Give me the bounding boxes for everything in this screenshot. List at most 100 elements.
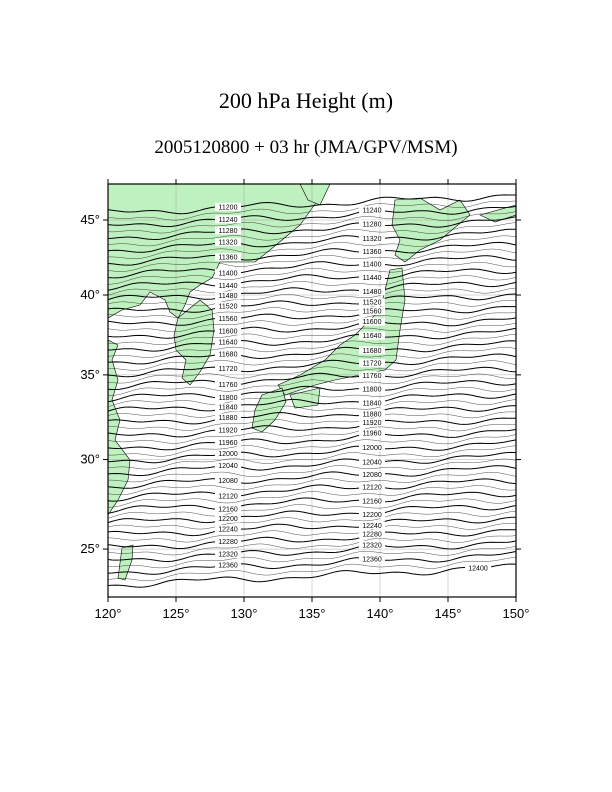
contour-label: 11680 (219, 351, 238, 358)
contour-label: 11680 (363, 348, 382, 355)
contour-label: 11400 (219, 270, 238, 277)
minor-contour (108, 322, 516, 345)
contour-label: 11960 (219, 440, 238, 447)
contour-label: 12200 (218, 516, 238, 523)
contour-label: 12280 (218, 539, 238, 546)
contour-line (108, 268, 516, 291)
contour-line (108, 366, 516, 390)
contour-label-bg (359, 429, 385, 438)
contour-label-bg (359, 359, 385, 368)
minor-contour (108, 557, 516, 581)
contour-label: 11440 (219, 283, 238, 290)
contour-label-bg (215, 403, 241, 412)
contour-label-bg (215, 461, 241, 470)
contour-label: 11280 (219, 228, 238, 235)
contour-label: 11520 (363, 300, 382, 307)
contour-label-bg (359, 259, 385, 268)
contour-line (108, 417, 516, 438)
contour-line (108, 255, 516, 279)
minor-contour (108, 387, 516, 407)
contour-label-bg (359, 470, 385, 479)
contour-label: 12080 (362, 472, 382, 479)
contour-label: 12200 (362, 512, 382, 519)
contour-label: 11400 (363, 261, 382, 268)
contour-label-bg (215, 268, 241, 277)
contour-label-bg (359, 317, 385, 326)
minor-contour (108, 287, 516, 306)
contour-label-bg (215, 238, 241, 247)
contour-label: 11840 (219, 405, 238, 412)
contour-line (108, 340, 516, 365)
lon-label: 140° (367, 606, 394, 621)
contour-label-bg (215, 393, 241, 402)
contour-label: 11320 (219, 240, 238, 247)
contour-line (108, 491, 516, 514)
lat-label: 40° (80, 287, 100, 302)
contour-label: 12000 (362, 445, 382, 452)
contour-label: 12400 (468, 565, 488, 572)
contour-label: 11720 (219, 366, 238, 373)
korea (173, 299, 215, 386)
contour-label: 11560 (219, 316, 238, 323)
contour-line (108, 550, 516, 575)
minor-contour (108, 211, 516, 234)
lat-label: 35° (80, 367, 100, 382)
contour-label: 12080 (218, 478, 238, 485)
contour-label: 11280 (363, 221, 382, 228)
minor-contour (108, 360, 516, 384)
minor-contour (108, 373, 516, 397)
contour-label-bg (215, 226, 241, 235)
contour-line (108, 353, 516, 378)
minor-contour (108, 399, 516, 418)
contour-label-bg (359, 530, 385, 539)
contour-label-bg (359, 273, 385, 282)
minor-contour (108, 411, 516, 431)
minor-contour (108, 523, 516, 543)
lon-label: 145° (435, 606, 462, 621)
lat-label: 30° (80, 452, 100, 467)
contour-label-bg (215, 364, 241, 373)
contour-line (108, 305, 516, 326)
contour-label: 11720 (363, 361, 382, 368)
contour-line (108, 205, 516, 228)
contour-label-bg (359, 418, 385, 427)
minor-contour (108, 423, 516, 444)
minor-contour (108, 300, 516, 319)
lat-label: 25° (80, 541, 100, 556)
contour-label-bg (465, 563, 491, 572)
contour-label-bg (215, 492, 241, 501)
contour-line (108, 241, 516, 266)
contour-label: 12040 (218, 463, 238, 470)
contour-label-bg (215, 349, 241, 358)
contour-label: 11560 (363, 309, 382, 316)
contour-label: 11920 (219, 428, 238, 435)
contour-label-bg (359, 247, 385, 256)
minor-contour (108, 458, 516, 483)
contour-label: 12240 (218, 527, 238, 534)
contour-label: 11880 (363, 411, 382, 418)
contour-label-bg (215, 291, 241, 300)
contour-label: 11600 (219, 328, 238, 335)
contour-label-bg (215, 537, 241, 546)
contour-label: 11760 (363, 373, 382, 380)
contour-label-bg (359, 219, 385, 228)
contour-label-bg (359, 496, 385, 505)
contour-line (108, 451, 516, 477)
contour-label-bg (359, 457, 385, 466)
contour-label: 11480 (363, 289, 382, 296)
contour-label: 12040 (362, 459, 382, 466)
contour-label-bg (359, 371, 385, 380)
contour-label: 11440 (363, 275, 382, 282)
contour-label: 12360 (362, 556, 382, 563)
contour-label-bg (215, 525, 241, 534)
minor-contour (108, 510, 516, 530)
contour-line (108, 293, 516, 313)
contour-label-bg (215, 281, 241, 290)
minor-contour (108, 434, 516, 457)
contour-line (108, 516, 516, 537)
contour-label: 11240 (219, 217, 238, 224)
minor-contour (108, 222, 516, 247)
contour-label: 11640 (219, 339, 238, 346)
contour-line (108, 428, 516, 451)
